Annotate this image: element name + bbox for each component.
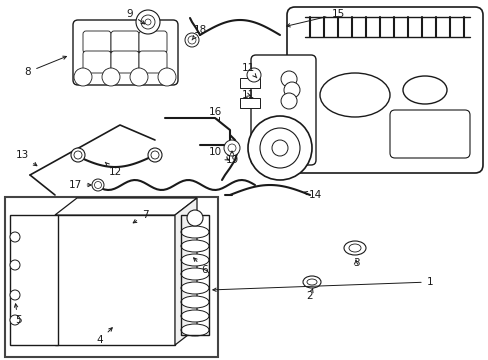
FancyBboxPatch shape	[83, 51, 111, 73]
Bar	[240, 98, 260, 108]
Ellipse shape	[402, 76, 446, 104]
Circle shape	[141, 15, 155, 29]
Circle shape	[130, 68, 148, 86]
Ellipse shape	[181, 296, 208, 308]
Circle shape	[184, 33, 199, 47]
Text: 13: 13	[15, 150, 37, 166]
FancyBboxPatch shape	[250, 55, 315, 165]
Text: 8: 8	[24, 56, 66, 77]
Circle shape	[102, 68, 120, 86]
Circle shape	[74, 151, 82, 159]
Circle shape	[246, 68, 261, 82]
Ellipse shape	[181, 240, 208, 252]
Ellipse shape	[306, 279, 316, 285]
FancyBboxPatch shape	[111, 51, 139, 73]
Circle shape	[92, 179, 104, 191]
Text: 1: 1	[212, 277, 432, 291]
Text: 6: 6	[193, 258, 208, 275]
FancyBboxPatch shape	[286, 7, 482, 173]
Text: 11: 11	[241, 90, 254, 100]
Polygon shape	[55, 198, 197, 215]
Circle shape	[271, 140, 287, 156]
Text: 16: 16	[208, 107, 221, 121]
FancyBboxPatch shape	[73, 20, 178, 85]
Ellipse shape	[303, 276, 320, 288]
FancyBboxPatch shape	[111, 31, 139, 53]
Text: 9: 9	[126, 9, 144, 24]
Ellipse shape	[343, 241, 365, 255]
Text: 2: 2	[306, 288, 313, 301]
Text: 11: 11	[241, 63, 256, 78]
Text: 3: 3	[352, 258, 359, 268]
Circle shape	[260, 128, 299, 168]
Circle shape	[145, 19, 151, 25]
Ellipse shape	[181, 268, 208, 280]
FancyBboxPatch shape	[83, 31, 111, 53]
FancyBboxPatch shape	[139, 51, 167, 73]
Polygon shape	[175, 198, 197, 345]
Ellipse shape	[319, 73, 389, 117]
Bar	[10, 215, 58, 345]
Text: 15: 15	[286, 9, 344, 27]
Bar	[55, 215, 175, 345]
Circle shape	[10, 260, 20, 270]
Circle shape	[148, 148, 162, 162]
Bar	[181, 215, 208, 335]
Ellipse shape	[181, 254, 208, 266]
Circle shape	[71, 148, 85, 162]
Circle shape	[284, 82, 299, 98]
Circle shape	[151, 151, 159, 159]
FancyBboxPatch shape	[20, 218, 32, 340]
Text: 14: 14	[304, 190, 321, 200]
Text: 5: 5	[14, 304, 21, 325]
Circle shape	[10, 290, 20, 300]
Bar	[5, 197, 218, 357]
Text: 19: 19	[225, 151, 238, 165]
Ellipse shape	[181, 324, 208, 336]
Circle shape	[186, 210, 203, 226]
Circle shape	[94, 181, 102, 189]
FancyBboxPatch shape	[139, 31, 167, 53]
Circle shape	[158, 68, 176, 86]
Circle shape	[227, 144, 236, 152]
Circle shape	[247, 116, 311, 180]
FancyBboxPatch shape	[40, 218, 52, 340]
Text: 12: 12	[105, 162, 122, 177]
Ellipse shape	[181, 226, 208, 238]
Ellipse shape	[348, 244, 360, 252]
Circle shape	[136, 10, 160, 34]
Circle shape	[10, 315, 20, 325]
Circle shape	[10, 232, 20, 242]
Text: 17: 17	[68, 180, 91, 190]
Text: 10: 10	[208, 147, 228, 160]
Text: 18: 18	[192, 25, 206, 40]
Circle shape	[224, 140, 240, 156]
FancyBboxPatch shape	[30, 218, 42, 340]
Circle shape	[187, 36, 196, 44]
Bar	[240, 78, 260, 88]
Ellipse shape	[181, 310, 208, 322]
Ellipse shape	[181, 282, 208, 294]
Text: 7: 7	[133, 210, 148, 223]
FancyBboxPatch shape	[389, 110, 469, 158]
Text: 4: 4	[97, 328, 112, 345]
Circle shape	[74, 68, 92, 86]
Circle shape	[281, 93, 296, 109]
Circle shape	[281, 71, 296, 87]
